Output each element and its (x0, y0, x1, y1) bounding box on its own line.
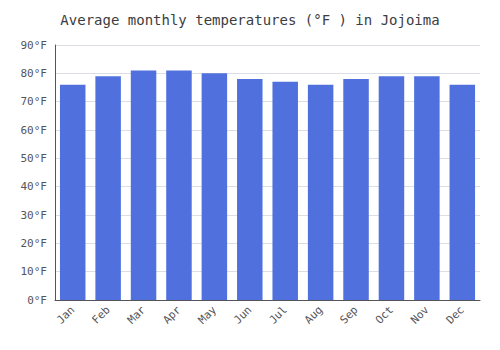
svg-text:80°F: 80°F (21, 67, 48, 80)
svg-text:50°F: 50°F (21, 152, 48, 165)
svg-text:Nov: Nov (408, 303, 431, 326)
svg-text:Mar: Mar (125, 303, 148, 326)
svg-text:70°F: 70°F (21, 95, 48, 108)
svg-text:May: May (196, 303, 219, 326)
svg-text:90°F: 90°F (21, 39, 48, 52)
svg-text:Jan: Jan (54, 303, 77, 326)
svg-text:Feb: Feb (89, 303, 112, 326)
svg-text:60°F: 60°F (21, 124, 48, 137)
svg-text:Average monthly temperatures (: Average monthly temperatures (°F ) in Jo… (60, 12, 439, 28)
svg-text:Oct: Oct (373, 303, 396, 326)
svg-text:Dec: Dec (444, 303, 467, 326)
svg-text:Jul: Jul (267, 303, 290, 326)
svg-text:40°F: 40°F (21, 180, 48, 193)
svg-text:0°F: 0°F (27, 294, 47, 307)
svg-text:Sep: Sep (337, 303, 360, 326)
svg-text:Aug: Aug (302, 303, 325, 326)
svg-text:10°F: 10°F (21, 265, 48, 278)
svg-text:Apr: Apr (160, 303, 183, 326)
svg-text:20°F: 20°F (21, 237, 48, 250)
svg-text:30°F: 30°F (21, 209, 48, 222)
svg-text:Jun: Jun (231, 303, 254, 326)
